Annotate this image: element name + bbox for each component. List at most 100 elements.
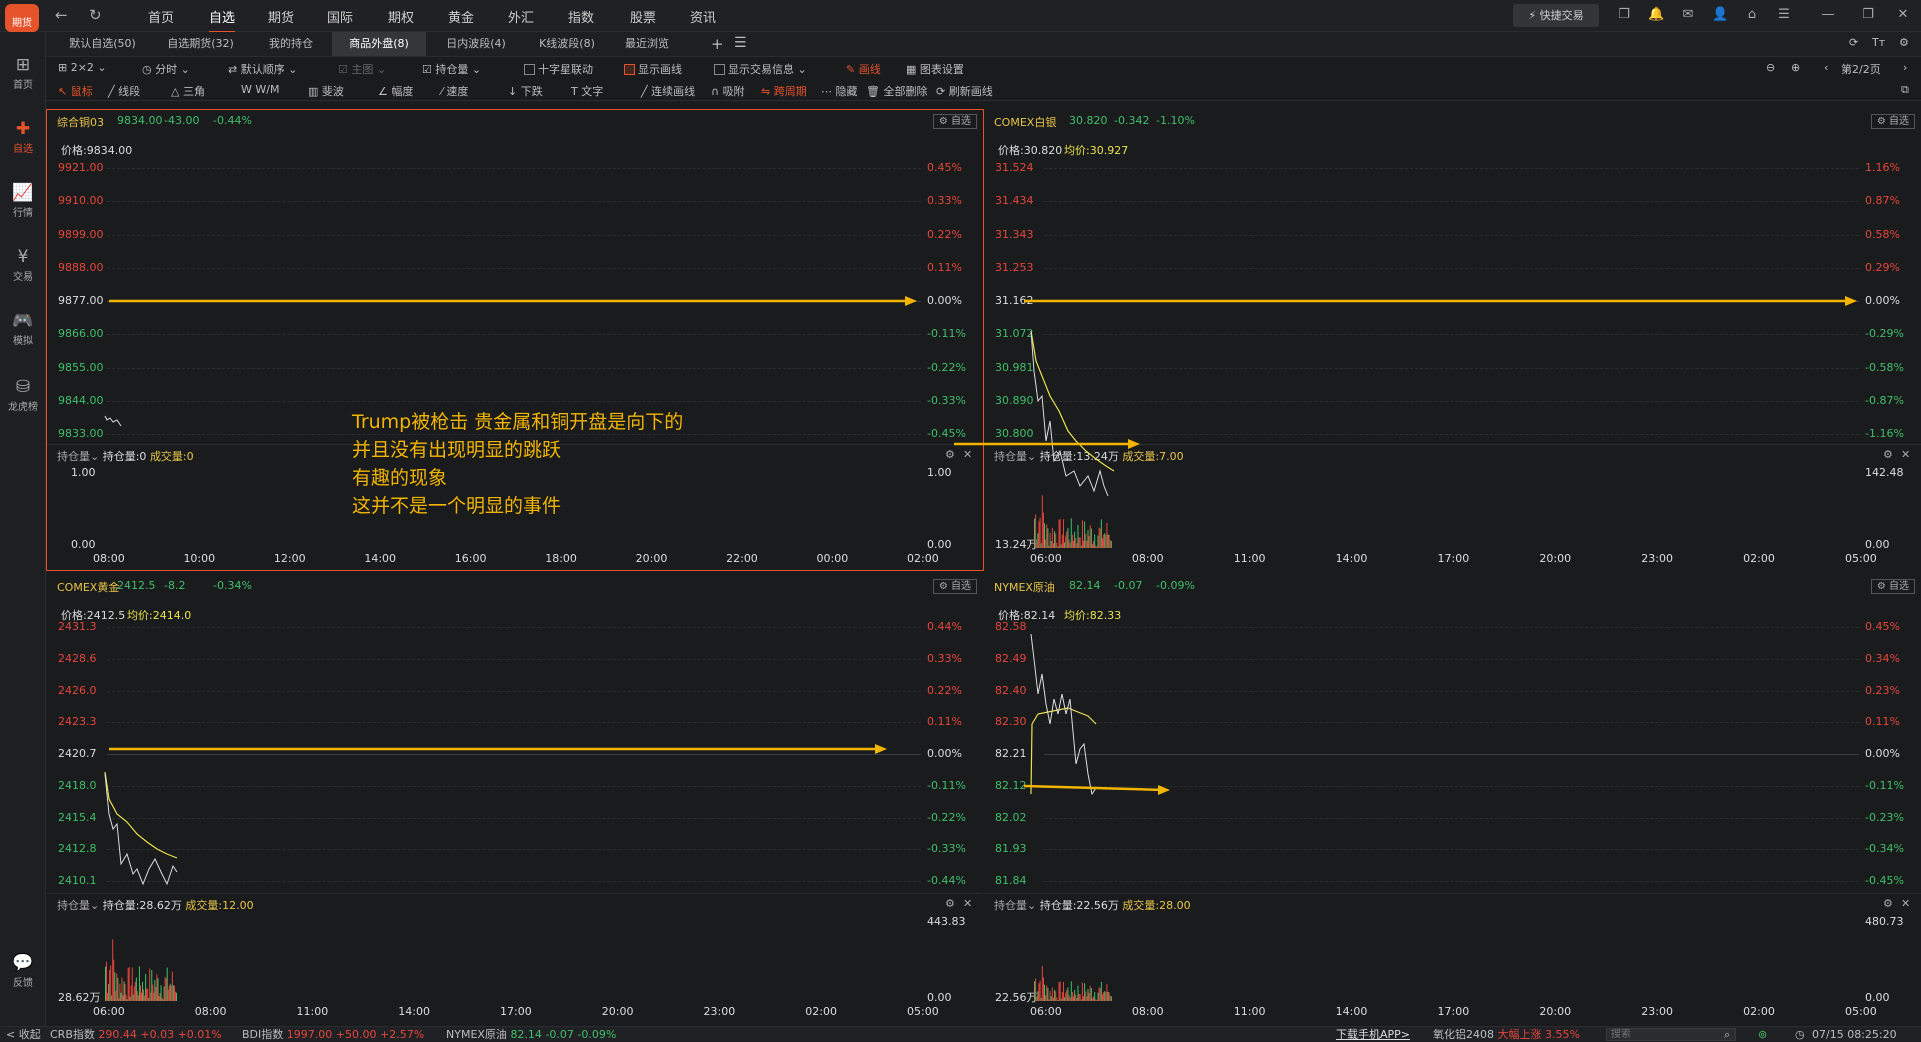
sidebar-item-0[interactable]: ⊞ 首页 xyxy=(0,54,46,91)
draw-tool-3[interactable]: W W/M xyxy=(241,83,279,96)
nav-item[interactable]: 股票 xyxy=(630,11,657,26)
refresh-icon[interactable]: ↻ xyxy=(89,6,102,24)
user-icon[interactable]: 👤 xyxy=(1712,7,1729,22)
show-drawing-checkbox[interactable]: 显示画线 xyxy=(624,61,682,77)
app-logo[interactable]: 期货 xyxy=(5,4,39,32)
tab-0[interactable]: 默认自选(50) xyxy=(69,37,136,50)
chart-panel[interactable]: COMEX白银 30.820 -0.342 -1.10% ⚙ 自选 价格:30.820 均价… xyxy=(954,110,1921,570)
volume-mode-select[interactable]: 持仓量⌄ xyxy=(994,450,1040,463)
nav-item[interactable]: 黄金 xyxy=(448,11,475,26)
draw-tool-7[interactable]: ↓ 下跌 xyxy=(508,83,543,99)
tab-3[interactable]: 商品外盘(8) xyxy=(332,32,426,56)
volume-close-icon[interactable]: ✕ xyxy=(1901,448,1911,461)
alert-item[interactable]: 氧化铝2408 大幅上涨 3.55% xyxy=(1433,1027,1580,1042)
watchlist-toggle-button[interactable]: ⚙ 自选 xyxy=(932,114,977,129)
show-trade-info-select[interactable]: 显示交易信息 ⌄ xyxy=(714,61,807,77)
nav-item[interactable]: 国际 xyxy=(327,11,354,26)
sync-icon[interactable]: ⟳ xyxy=(1849,36,1859,49)
quick-trade-button[interactable]: ⚡ 快捷交易 xyxy=(1513,4,1599,27)
maximize-icon[interactable]: ❐ xyxy=(1862,7,1874,22)
ticker-item[interactable]: BDI指数 1997.00 +50.00 +2.57% xyxy=(242,1027,424,1042)
chart-settings-button[interactable]: ▦ 图表设置 xyxy=(906,63,964,76)
close-icon[interactable]: ✕ xyxy=(1897,7,1909,22)
zoom-out-icon[interactable]: ⊖ xyxy=(1766,61,1776,74)
draw-tool-0[interactable]: ↖ 鼠标 xyxy=(58,83,93,99)
chart-panel[interactable]: COMEX黄金 2412.5 -8.2 -0.34% ⚙ 自选 价格:2412.5 均价:2… xyxy=(47,575,983,1023)
instrument-name[interactable]: COMEX黄金 xyxy=(57,581,120,594)
volume-mode-select[interactable]: 持仓量⌄ xyxy=(57,899,103,912)
menu-icon[interactable]: ☰ xyxy=(1778,7,1790,22)
draw-tool-6[interactable]: ⁄ 速度 xyxy=(441,83,468,99)
window-icon[interactable]: ❐ xyxy=(1618,7,1630,22)
draw-tool-9[interactable]: ╱ 连续画线 xyxy=(641,83,695,99)
draw-tool-4[interactable]: ▥ 斐波 xyxy=(308,83,344,99)
tab-2[interactable]: 我的持仓 xyxy=(269,37,313,50)
layout-select[interactable]: ⊞ 2×2 ⌄ xyxy=(58,61,107,74)
shirt-icon[interactable]: ⌂ xyxy=(1747,7,1757,22)
draw-tool-12[interactable]: ⋯ 隐藏 xyxy=(821,83,858,99)
search-input[interactable] xyxy=(1606,1028,1736,1041)
nav-item[interactable]: 自选 xyxy=(209,7,236,33)
volume-mode-select[interactable]: 持仓量⌄ xyxy=(57,450,103,463)
collapse-button[interactable]: < 收起 xyxy=(6,1028,41,1041)
back-icon[interactable]: ← xyxy=(55,6,68,24)
nav-item[interactable]: 首页 xyxy=(148,11,175,26)
draw-tool-10[interactable]: ∩ 吸附 xyxy=(711,83,745,99)
volume-close-icon[interactable]: ✕ xyxy=(963,897,973,910)
download-app-link[interactable]: 下载手机APP> xyxy=(1336,1028,1411,1041)
prev-page-icon[interactable]: ‹ xyxy=(1824,61,1829,74)
chart-panel[interactable]: NYMEX原油 82.14 -0.07 -0.09% ⚙ 自选 价格:82.14 均价:82… xyxy=(984,575,1921,1023)
draw-tool-5[interactable]: ∠ 幅度 xyxy=(378,83,413,99)
expand-icon[interactable]: ⧉ xyxy=(1901,83,1909,96)
nav-item[interactable]: 指数 xyxy=(568,11,595,26)
volume-close-icon[interactable]: ✕ xyxy=(1901,897,1911,910)
next-page-icon[interactable]: › xyxy=(1903,61,1908,74)
nav-item[interactable]: 期权 xyxy=(388,11,415,26)
sidebar-item-2[interactable]: 📈 行情 xyxy=(0,182,46,219)
volume-mode-select[interactable]: 持仓量⌄ xyxy=(994,899,1040,912)
chart-panel[interactable]: 综合铜03 9834.00 -43.00 -0.44% ⚙ 自选 价格:9834.00 99… xyxy=(46,109,984,571)
main-chart-select[interactable]: ☑ 主图 ⌄ xyxy=(338,63,387,76)
tab-4[interactable]: 日内波段(4) xyxy=(446,37,506,50)
draw-tool-11[interactable]: ⇋ 跨周期 xyxy=(761,83,807,99)
sidebar-item-feedback[interactable]: 💬 反馈 xyxy=(0,952,46,989)
draw-tool-1[interactable]: ╱ 线段 xyxy=(108,83,140,99)
watchlist-toggle-button[interactable]: ⚙ 自选 xyxy=(932,579,977,594)
volume-settings-icon[interactable]: ⚙ xyxy=(945,448,955,461)
nav-item[interactable]: 资讯 xyxy=(690,11,717,26)
font-size-icon[interactable]: Tт xyxy=(1872,36,1886,49)
minimize-icon[interactable]: — xyxy=(1821,7,1835,22)
sidebar-item-4[interactable]: 🎮 模拟 xyxy=(0,310,46,347)
tab-menu-icon[interactable]: ☰ xyxy=(734,35,747,51)
search-icon[interactable]: ⌕ xyxy=(1724,1028,1731,1041)
watchlist-toggle-button[interactable]: ⚙ 自选 xyxy=(1870,579,1915,594)
settings-icon[interactable]: ⚙ xyxy=(1899,36,1909,49)
bell-icon[interactable]: 🔔 xyxy=(1648,7,1665,22)
order-select[interactable]: ⇄ 默认顺序 ⌄ xyxy=(228,63,298,76)
ticker-item[interactable]: CRB指数 290.44 +0.03 +0.01% xyxy=(50,1027,222,1042)
instrument-name[interactable]: 综合铜03 xyxy=(57,116,104,129)
sidebar-item-5[interactable]: ⛁ 龙虎榜 xyxy=(0,376,46,413)
position-select[interactable]: ☑ 持仓量 ⌄ xyxy=(422,63,482,76)
instrument-name[interactable]: COMEX白银 xyxy=(994,116,1057,129)
watchlist-toggle-button[interactable]: ⚙ 自选 xyxy=(1870,114,1915,129)
tab-6[interactable]: 最近浏览 xyxy=(625,37,669,50)
sidebar-item-1[interactable]: ✚ 自选 xyxy=(0,118,46,155)
draw-tool-8[interactable]: T 文字 xyxy=(571,83,603,99)
volume-close-icon[interactable]: ✕ xyxy=(963,448,973,461)
period-select[interactable]: ◷ 分时 ⌄ xyxy=(142,63,190,76)
crosshair-sync-checkbox[interactable]: 十字星联动 xyxy=(524,61,593,77)
draw-tool-13[interactable]: 🗑 全部删除 xyxy=(866,83,927,99)
tab-5[interactable]: K线波段(8) xyxy=(539,37,595,50)
sidebar-item-3[interactable]: ¥ 交易 xyxy=(0,246,46,283)
mail-icon[interactable]: ✉ xyxy=(1682,7,1694,22)
draw-line-button[interactable]: ✎ 画线 xyxy=(846,63,881,76)
instrument-name[interactable]: NYMEX原油 xyxy=(994,581,1055,594)
zoom-in-icon[interactable]: ⊕ xyxy=(1791,61,1801,74)
nav-item[interactable]: 期货 xyxy=(268,11,295,26)
tab-1[interactable]: 自选期货(32) xyxy=(167,37,234,50)
ticker-item[interactable]: NYMEX原油 82.14 -0.07 -0.09% xyxy=(446,1027,616,1042)
draw-tool-2[interactable]: △ 三角 xyxy=(171,83,205,99)
volume-settings-icon[interactable]: ⚙ xyxy=(1883,897,1893,910)
add-tab-icon[interactable]: + xyxy=(711,35,724,53)
